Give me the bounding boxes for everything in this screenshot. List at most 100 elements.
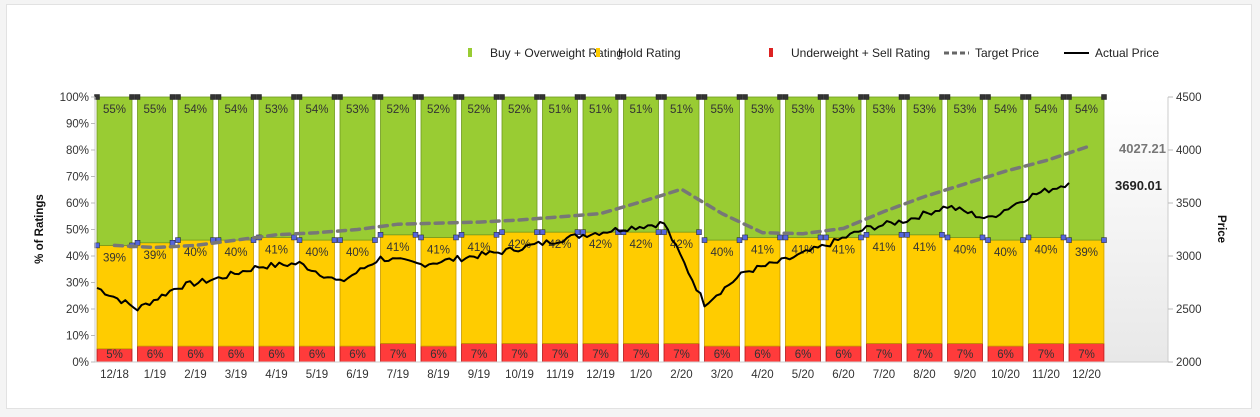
bar-handle [904, 94, 910, 100]
bar-value-label: 51% [548, 104, 571, 116]
bar-segment [380, 96, 416, 236]
bar-value-label: 52% [427, 104, 450, 116]
bar-handle [1060, 234, 1067, 241]
bar-value-label: 6% [754, 349, 771, 361]
bar-handle [372, 94, 378, 100]
bar-value-label: 7% [552, 349, 569, 361]
bar-stack: 6% 40% 55% 3/20 [701, 94, 743, 381]
bar-value-label: 40% [994, 247, 1017, 259]
bar-handle [817, 234, 824, 241]
bar-handle [979, 94, 986, 100]
bar-segment [299, 96, 335, 241]
bar-value-label: 51% [629, 104, 652, 116]
left-tick-label: 100% [60, 92, 89, 104]
bar-handle [736, 237, 743, 243]
bar-value-label: 6% [835, 349, 852, 361]
left-tick-label: 30% [66, 278, 89, 290]
left-tick-label: 10% [66, 331, 89, 343]
bar-value-label: 6% [430, 349, 447, 361]
x-tick-label: 7/20 [873, 369, 895, 381]
bar-segment [825, 96, 862, 238]
bar-handle [291, 94, 297, 100]
bar-segment [258, 96, 295, 238]
bar-segment [1068, 96, 1105, 241]
left-tick-label: 0% [72, 357, 89, 369]
x-tick-label: 5/20 [792, 369, 814, 381]
bar-segment [1028, 96, 1064, 238]
right-tick-label: 2000 [1176, 357, 1202, 369]
bar-stack: 7% 41% 53% 8/20 [904, 94, 945, 381]
bar-handle [574, 229, 581, 235]
legend-label: Underweight + Sell Rating [791, 46, 930, 60]
x-tick-label: 12/20 [1072, 369, 1101, 381]
x-tick-label: 4/20 [751, 369, 773, 381]
bar-handle [377, 232, 384, 238]
bar-value-label: 41% [791, 244, 814, 256]
bar-value-label: 42% [548, 239, 571, 251]
bar-handle [331, 94, 338, 100]
bar-stack: 6% 40% 54% 10/20 [985, 94, 1026, 381]
bar-segment [744, 96, 781, 238]
bar-handle [944, 234, 951, 241]
bar-handle [1060, 94, 1067, 100]
bar-stack: 7% 41% 52% 9/19 [458, 94, 500, 381]
bar-value-label: 52% [386, 104, 409, 116]
bar-value-label: 41% [913, 242, 936, 254]
bar-handle [169, 94, 176, 100]
x-tick-label: 9/20 [954, 369, 976, 381]
legend-item: Actual Price [1064, 46, 1159, 60]
bar-handle [782, 94, 789, 100]
bars-group: 5% 39% 55% 12/18 6% 39% 55% 1/19 6% 40% 54% 2/19 6% 4… [94, 94, 1107, 381]
bar-value-label: 53% [265, 104, 288, 116]
bar-stack: 6% 39% 55% 1/19 [134, 94, 176, 381]
x-tick-label: 1/20 [630, 369, 652, 381]
bar-value-label: 54% [305, 104, 328, 116]
bar-segment [623, 231, 659, 344]
bar-value-label: 55% [103, 104, 126, 116]
left-axis-title: % of Ratings [34, 194, 46, 264]
bar-value-label: 53% [791, 104, 814, 116]
bar-stack: 6% 41% 53% 4/19 [256, 94, 297, 381]
bar-value-label: 39% [143, 250, 166, 262]
bar-handle [863, 232, 870, 238]
x-tick-label: 12/18 [100, 369, 129, 381]
bar-segment [258, 237, 295, 347]
bar-value-label: 6% [714, 349, 731, 361]
x-tick-label: 7/19 [387, 369, 409, 381]
bar-value-label: 40% [1034, 244, 1057, 256]
bar-value-label: 7% [673, 349, 690, 361]
bar-stack: 6% 40% 54% 3/19 [215, 94, 257, 381]
right-tick-label: 4500 [1176, 92, 1202, 104]
bar-handle [823, 234, 829, 241]
bar-segment [744, 237, 781, 347]
bar-handle [817, 94, 824, 100]
bar-handle [858, 94, 864, 100]
bar-segment [906, 234, 943, 344]
legend-label: Buy + Overweight Rating [490, 46, 623, 60]
bar-handle [742, 234, 748, 241]
bar-handle [701, 237, 708, 243]
x-tick-label: 10/20 [991, 369, 1020, 381]
bar-value-label: 41% [872, 242, 895, 254]
bar-value-label: 55% [710, 104, 733, 116]
bar-segment [177, 239, 214, 347]
right-tick-label: 4000 [1176, 145, 1202, 157]
bar-handle [499, 229, 505, 235]
bar-handle [210, 94, 216, 100]
bar-value-label: 40% [710, 247, 733, 259]
target-price-line [112, 145, 1089, 250]
axes-group: 0% 10% 20% 30% 40% 50% 60% 70% 80% 90% 100% 2000 250… [60, 92, 1202, 369]
legend-item: Buy + Overweight Rating [468, 46, 623, 60]
x-tick-label: 6/20 [832, 369, 854, 381]
bar-handle [337, 94, 343, 100]
bar-segment [420, 237, 457, 347]
bar-handle [736, 94, 743, 100]
legend-label: Actual Price [1095, 46, 1159, 60]
bar-value-label: 52% [508, 104, 531, 116]
bar-handle [418, 94, 424, 100]
legend-item: Target Price [944, 46, 1039, 60]
bar-segment [380, 234, 416, 344]
bar-value-label: 6% [795, 349, 812, 361]
bar-value-label: 7% [1078, 349, 1095, 361]
